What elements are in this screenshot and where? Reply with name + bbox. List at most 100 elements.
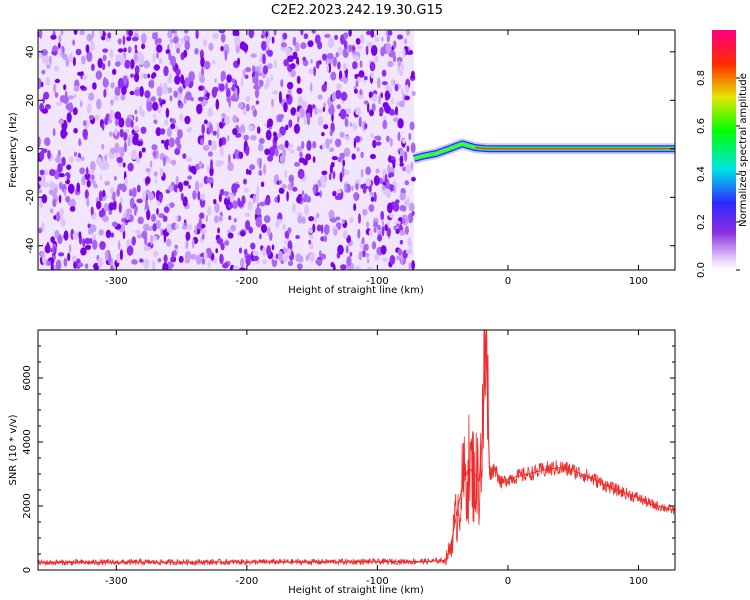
noise-speckle — [294, 161, 301, 167]
noise-speckle — [176, 143, 182, 150]
noise-speckle — [271, 244, 275, 251]
noise-speckle — [238, 102, 244, 109]
noise-speckle — [121, 217, 126, 223]
noise-speckle — [399, 229, 406, 236]
noise-speckle — [210, 159, 213, 170]
noise-speckle — [371, 103, 376, 112]
noise-speckle — [183, 49, 188, 58]
noise-speckle — [319, 250, 322, 258]
noise-speckle — [407, 236, 412, 247]
noise-speckle — [166, 238, 172, 247]
noise-speckle — [289, 149, 295, 154]
noise-speckle — [354, 88, 358, 94]
noise-speckle — [103, 203, 110, 212]
noise-speckle — [113, 95, 119, 101]
noise-speckle — [38, 176, 42, 182]
noise-speckle — [150, 234, 153, 246]
noise-speckle — [114, 111, 122, 120]
noise-speckle — [63, 189, 67, 197]
noise-speckle — [294, 41, 300, 53]
noise-speckle — [300, 30, 304, 36]
noise-speckle — [153, 250, 159, 258]
noise-speckle — [196, 103, 203, 115]
noise-speckle — [288, 143, 293, 149]
noise-speckle — [266, 245, 271, 257]
noise-speckle — [370, 153, 376, 160]
noise-speckle — [134, 30, 138, 34]
noise-speckle — [365, 178, 372, 187]
noise-speckle — [185, 239, 189, 250]
noise-speckle — [214, 78, 217, 83]
noise-speckle — [208, 124, 213, 134]
colorbar-gradient — [712, 30, 736, 270]
noise-speckle — [84, 244, 92, 250]
x-tick-label: -100 — [366, 276, 389, 287]
noise-speckle — [229, 193, 235, 203]
noise-speckle — [144, 90, 151, 99]
noise-speckle — [154, 178, 158, 185]
noise-speckle — [88, 92, 95, 101]
noise-speckle — [72, 56, 76, 67]
noise-speckle — [198, 182, 204, 189]
snr-series-envelope — [38, 333, 675, 564]
noise-speckle — [139, 104, 143, 116]
noise-speckle — [55, 259, 62, 270]
noise-speckle — [92, 82, 97, 90]
noise-speckle — [173, 35, 179, 44]
noise-speckle — [308, 68, 314, 75]
noise-speckle — [387, 164, 391, 173]
noise-speckle — [303, 115, 307, 126]
noise-speckle — [67, 252, 71, 262]
noise-speckle — [67, 95, 74, 100]
noise-speckle — [405, 84, 409, 94]
noise-speckle — [374, 37, 380, 43]
noise-speckle — [147, 226, 154, 231]
noise-speckle — [321, 84, 327, 92]
noise-speckle — [363, 243, 369, 251]
noise-speckle — [321, 132, 325, 137]
noise-speckle — [141, 230, 148, 239]
noise-speckle — [256, 185, 260, 196]
spectrogram-y-ticks: -40 -20 0 20 40 — [25, 45, 675, 254]
snr-y-axis-label: SNR (10 * v/v) — [8, 414, 19, 485]
noise-speckle — [296, 263, 303, 270]
noise-speckle — [372, 93, 378, 103]
noise-speckle — [378, 94, 382, 105]
noise-speckle — [201, 123, 205, 135]
noise-speckle — [206, 165, 210, 173]
noise-speckle — [91, 63, 95, 72]
noise-speckle — [305, 255, 309, 261]
noise-speckle — [323, 124, 329, 130]
noise-speckle — [375, 168, 380, 174]
noise-speckle — [374, 55, 379, 63]
noise-speckle — [140, 33, 147, 44]
noise-speckle — [167, 263, 175, 268]
noise-speckle — [202, 144, 210, 151]
noise-speckle — [242, 69, 246, 78]
noise-speckle — [258, 137, 265, 144]
noise-speckle — [174, 244, 178, 249]
noise-speckle — [237, 57, 241, 66]
noise-speckle — [399, 149, 405, 158]
noise-speckle — [339, 172, 343, 183]
noise-speckle — [143, 73, 147, 80]
noise-speckle — [310, 234, 314, 240]
noise-speckle — [368, 229, 373, 236]
noise-speckle — [243, 248, 248, 256]
noise-speckle — [256, 158, 260, 166]
noise-speckle — [125, 212, 131, 221]
noise-speckle — [133, 52, 139, 62]
noise-speckle — [185, 251, 192, 262]
noise-speckle — [264, 83, 269, 90]
noise-speckle — [322, 53, 327, 61]
noise-speckle — [85, 166, 89, 176]
noise-speckle — [314, 215, 317, 224]
noise-speckle — [228, 215, 232, 221]
noise-speckle — [124, 59, 131, 69]
noise-speckle — [167, 30, 173, 39]
noise-speckle — [203, 119, 208, 125]
noise-speckle — [255, 100, 260, 105]
noise-speckle — [95, 70, 103, 80]
noise-speckle — [63, 230, 69, 241]
noise-speckle — [73, 85, 80, 92]
